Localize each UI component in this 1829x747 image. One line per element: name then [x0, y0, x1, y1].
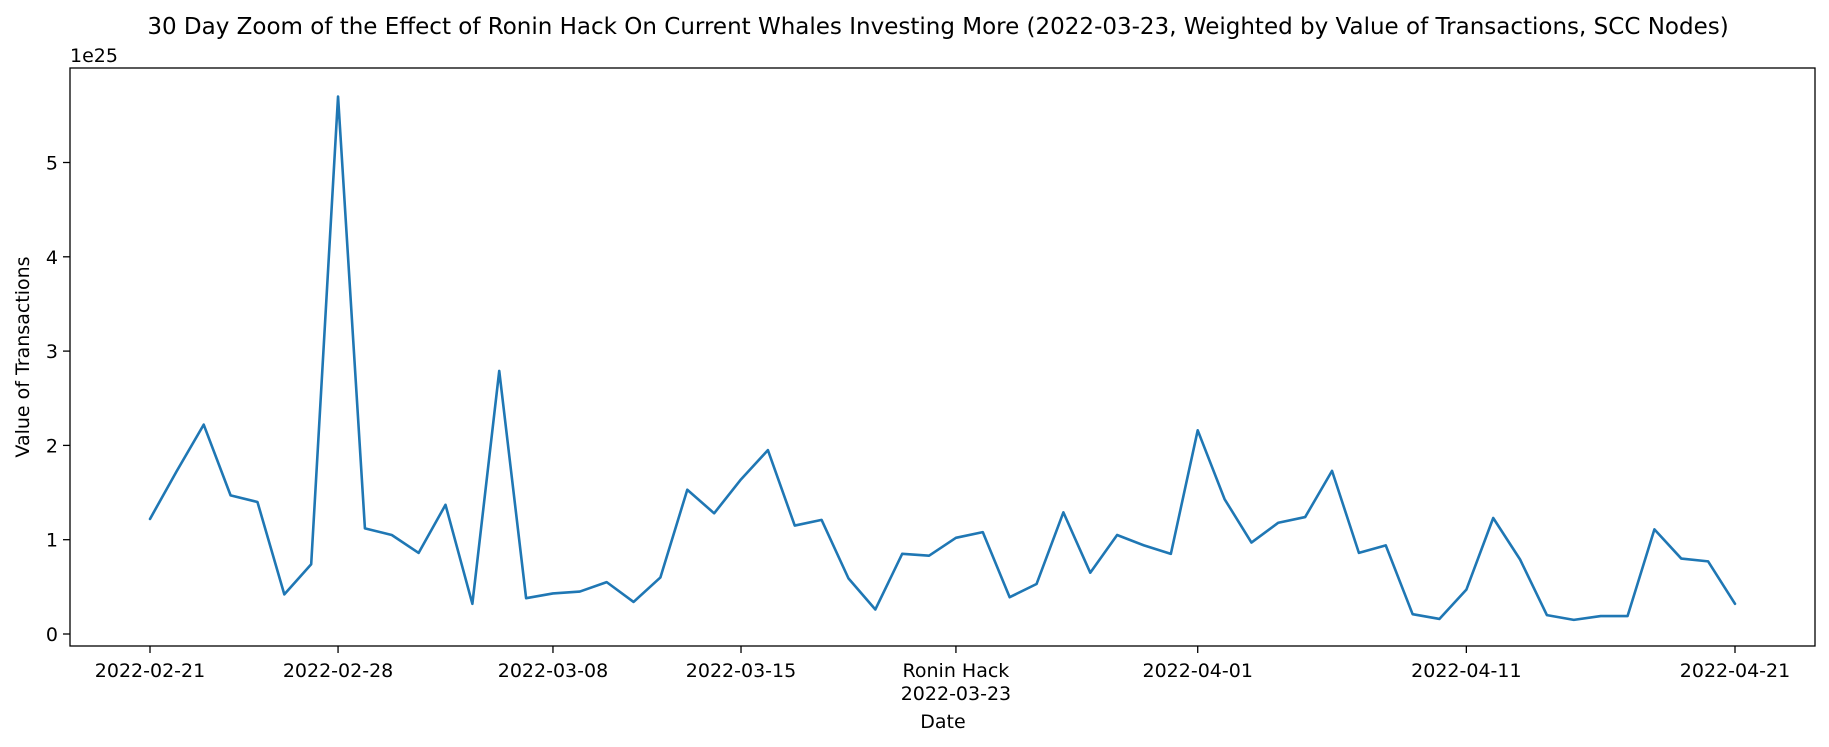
y-tick-label: 5 [46, 153, 58, 175]
y-tick-label: 1 [46, 530, 58, 552]
x-axis-label: Date [920, 711, 965, 733]
y-axis-offset-label: 1e25 [70, 45, 118, 67]
x-tick-label: 2022-02-21 [95, 660, 205, 682]
y-axis-ticks: 0 1 2 3 4 5 [46, 153, 70, 646]
x-tick-label: 2022-03-15 [686, 660, 796, 682]
y-tick-label: 0 [46, 624, 58, 646]
y-tick-label: 4 [46, 247, 58, 269]
y-tick-label: 2 [46, 435, 58, 457]
x-tick-label: 2022-04-11 [1411, 660, 1521, 682]
series-line [148, 95, 1737, 622]
x-tick-label: 2022-03-08 [498, 660, 608, 682]
x-tick-label: Ronin Hack 2022-03-23 [901, 660, 1011, 705]
x-tick-label: 2022-04-21 [1680, 660, 1790, 682]
x-tick-label: 2022-02-28 [283, 660, 393, 682]
x-tick-label: 2022-04-01 [1143, 660, 1253, 682]
y-tick-label: 3 [46, 341, 58, 363]
chart-title: 30 Day Zoom of the Effect of Ronin Hack … [147, 14, 1728, 40]
y-axis-label: Value of Transactions [12, 256, 34, 457]
x-axis-ticks: 2022-02-21 2022-02-28 2022-03-08 2022-03-15… [95, 646, 1790, 705]
plot-frame [69, 67, 1816, 647]
